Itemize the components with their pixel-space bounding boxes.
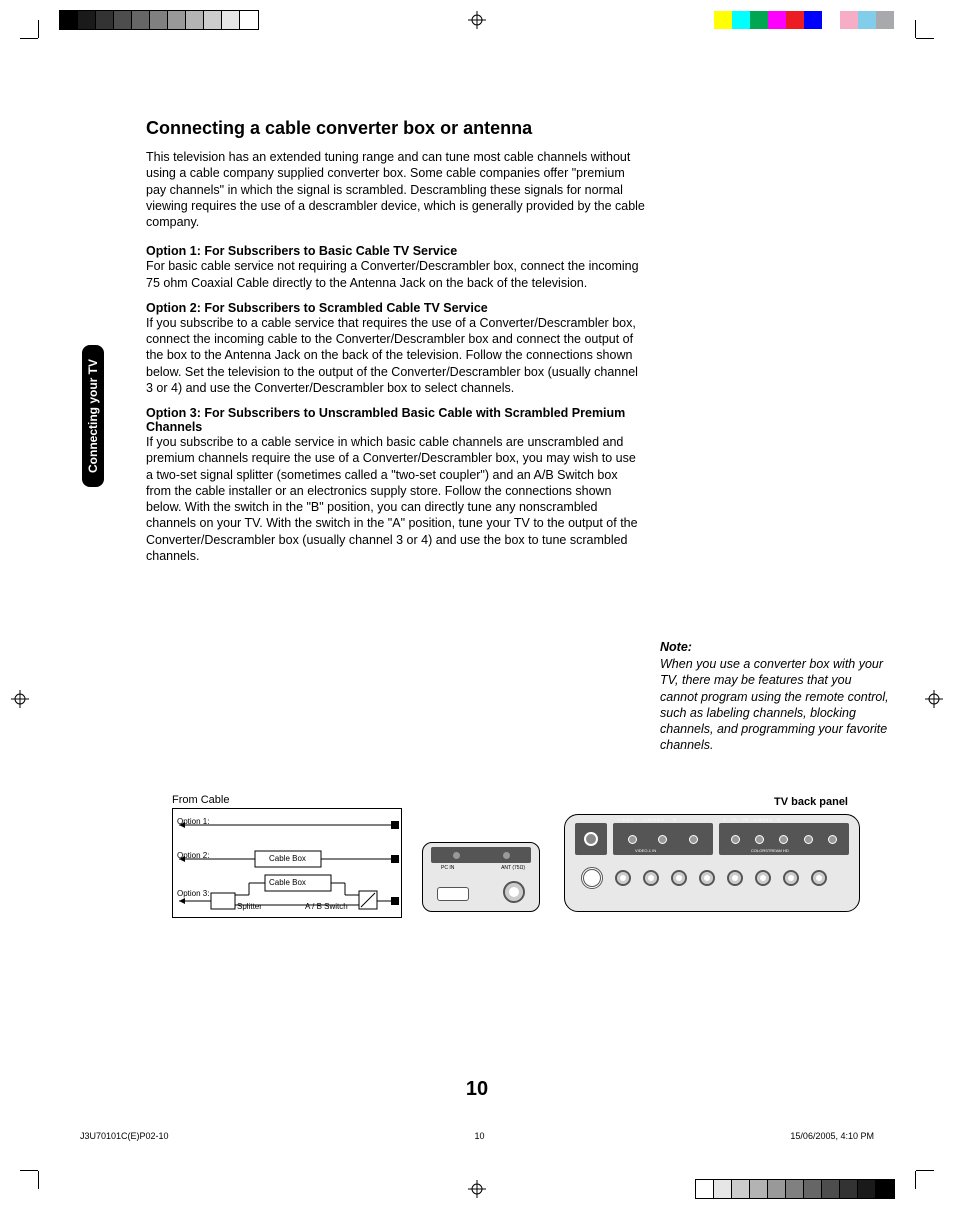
registration-icon — [468, 11, 486, 29]
footer: J3U70101C(E)P02-10 10 15/06/2005, 4:10 P… — [60, 1131, 894, 1141]
rca-jack-icon — [643, 870, 659, 886]
footer-center: 10 — [474, 1131, 484, 1141]
option2-heading: Option 2: For Subscribers to Scrambled C… — [146, 301, 646, 315]
registration-icon — [468, 1180, 486, 1198]
gray-swatch-bar — [60, 11, 258, 29]
r-label: R — [673, 817, 677, 822]
opt2-label: Option 2: — [177, 851, 209, 860]
from-cable-label: From Cable — [172, 794, 229, 806]
pc-in-label: PC IN — [441, 865, 454, 871]
registration-icon — [925, 690, 943, 708]
option2-body: If you subscribe to a cable service that… — [146, 315, 646, 396]
pr-label: PR — [742, 817, 749, 822]
video1-block — [613, 823, 713, 855]
intro-text: This television has an extended tuning r… — [146, 149, 646, 230]
crop-mark-tl — [20, 20, 60, 60]
video1in-label: VIDEO-1 IN — [635, 848, 656, 853]
dvi-port-icon — [437, 887, 469, 901]
antenna-jack-icon — [503, 881, 525, 903]
video-label: VIDEO — [617, 817, 634, 822]
cable-box-label-2: Cable Box — [269, 878, 306, 887]
rca-jack-icon — [699, 870, 715, 886]
footer-left: J3U70101C(E)P02-10 — [80, 1131, 169, 1141]
note-title: Note: — [660, 640, 890, 654]
lmono-label: L/MONO — [643, 817, 665, 822]
ant-label: ANT (75Ω) — [501, 865, 525, 871]
opt3-label: Option 3: — [177, 889, 209, 898]
crop-mark-bl — [20, 1149, 60, 1189]
footer-right: 15/06/2005, 4:10 PM — [790, 1131, 874, 1141]
lower-jack-row — [581, 867, 843, 889]
note-body: When you use a converter box with your T… — [660, 656, 890, 754]
rca-jack-icon — [671, 870, 687, 886]
color-swatch-bar — [714, 11, 894, 29]
svideo-jack-icon — [581, 867, 603, 889]
colorstream-label: COLORSTREAM HD — [751, 848, 789, 853]
ab-switch-label: A / B Switch — [305, 902, 348, 911]
rca-jack-icon — [755, 870, 771, 886]
registration-icon — [11, 690, 29, 708]
page-number: 10 — [60, 1078, 894, 1101]
rca-jack-icon — [811, 870, 827, 886]
rca-jack-icon — [727, 870, 743, 886]
crop-mark-tr — [894, 20, 934, 60]
tv-back-panel: VIDEO L/MONO R Y PB PR L/MONO R VIDEO-1 … — [564, 814, 860, 912]
y-label: Y — [723, 817, 726, 822]
connection-diagram: From Cable TV back panel — [172, 808, 860, 968]
gray-swatch-bar-bottom — [696, 1180, 894, 1198]
option3-body: If you subscribe to a cable service in w… — [146, 434, 646, 564]
wiring-frame: Option 1: Option 2: Option 3: Cable Box … — [172, 808, 402, 918]
rca-jack-icon — [783, 870, 799, 886]
page-title: Connecting a cable converter box or ante… — [146, 118, 646, 139]
r-label2: R — [777, 817, 780, 822]
mid-connector-panel: PC IN ANT (75Ω) — [422, 842, 540, 912]
cable-box-label: Cable Box — [269, 854, 306, 863]
splitter-label: Splitter — [237, 902, 262, 911]
svideo-jack-icon — [584, 832, 598, 846]
section-tab: Connecting your TV — [82, 345, 104, 487]
rca-jack-icon — [615, 870, 631, 886]
pb-label: PB — [731, 817, 737, 822]
option1-body: For basic cable service not requiring a … — [146, 258, 646, 291]
svideo-block — [575, 823, 607, 855]
crop-mark-br — [894, 1149, 934, 1189]
opt1-label: Option 1: — [177, 817, 209, 826]
lmono-label2: L/MONO — [754, 817, 773, 822]
option3-heading: Option 3: For Subscribers to Unscrambled… — [146, 406, 646, 434]
option1-heading: Option 1: For Subscribers to Basic Cable… — [146, 244, 646, 258]
tv-back-label: TV back panel — [774, 796, 848, 808]
